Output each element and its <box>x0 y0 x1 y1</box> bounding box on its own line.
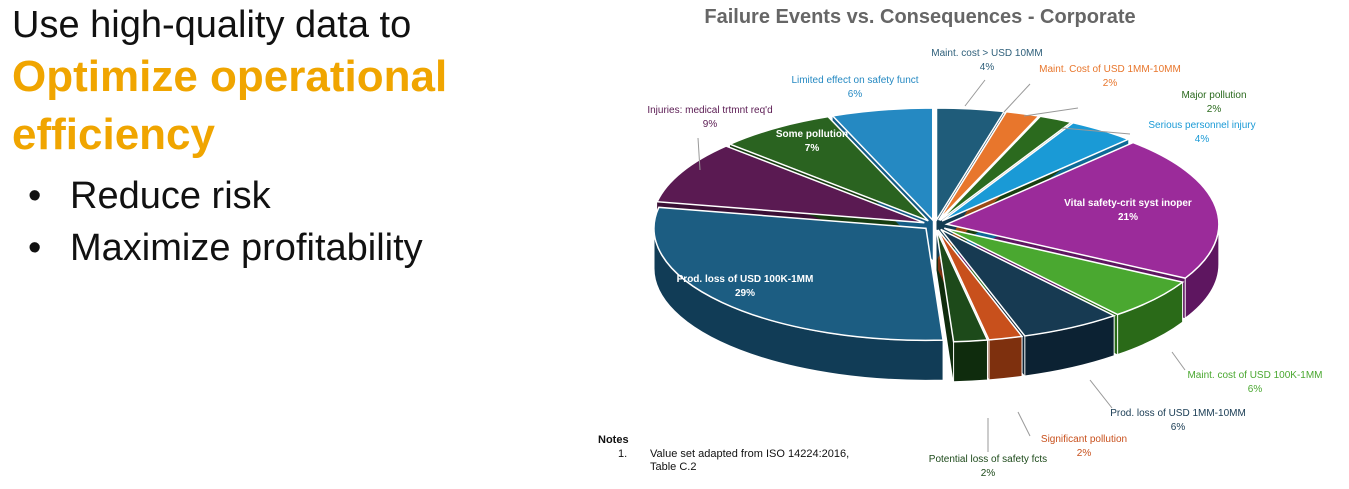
pie-slice-label: Maint. cost of USD 100K-1MM <box>1187 370 1322 381</box>
notes-item-text: Value set adapted from ISO 14224:2016, T… <box>650 448 850 473</box>
pie-slice-value: 6% <box>848 89 863 100</box>
notes-item: 1. Value set adapted from ISO 14224:2016… <box>598 448 870 474</box>
notes-item-number: 1. <box>618 448 628 460</box>
bullet-item: Maximize profitability <box>22 222 447 274</box>
pie-slice-value: 4% <box>980 62 995 73</box>
pie-leader-line <box>1017 411 1031 437</box>
pie-leader-line <box>697 137 701 171</box>
pie-leader-line <box>1171 351 1186 371</box>
pie-slice-label: Prod. loss of USD 100K-1MM <box>677 274 814 285</box>
pie-slice-label: Some pollution <box>776 129 848 140</box>
chart-title: Failure Events vs. Consequences - Corpor… <box>704 6 1136 28</box>
pie-slice-value: 2% <box>1077 448 1092 459</box>
pie-slice-value: 2% <box>1103 78 1118 89</box>
pie-slice <box>655 145 925 224</box>
pie-slice-value: 6% <box>1248 384 1263 395</box>
pie-leader-line <box>1023 107 1079 117</box>
pie-slice-label: Maint. Cost of USD 1MM-10MM <box>1039 64 1181 75</box>
pie-slice-value: 2% <box>1207 104 1222 115</box>
bullet-list: Reduce risk Maximize profitability <box>22 170 447 274</box>
pie-slice-side <box>953 339 988 383</box>
slide-text: Use high-quality data to Optimize operat… <box>12 0 447 274</box>
pie-slice <box>939 115 1073 222</box>
pie-slice-label: Limited effect on safety funct <box>791 75 918 86</box>
pie-slice <box>943 227 1185 316</box>
bullet-item: Reduce risk <box>22 170 447 222</box>
pie-leader-line <box>1089 379 1113 409</box>
pie-slice-label: Prod. loss of USD 1MM-10MM <box>1110 408 1246 419</box>
pie-slice-value: 9% <box>703 119 718 130</box>
pie-slice-value: 21% <box>1118 212 1138 223</box>
slide-heading: Use high-quality data to <box>12 4 412 46</box>
slide-heading-accent-line1: Optimize operational <box>12 52 448 101</box>
pie-slice-value: 6% <box>1171 422 1186 433</box>
pie-tops <box>653 107 1220 343</box>
pie-slice <box>940 228 1117 337</box>
pie-leader-line <box>1003 83 1031 113</box>
pie-labels: Maint. cost > USD 10MM 4% Maint. Cost of U… <box>647 48 1322 479</box>
pie-slice-value: 29% <box>735 288 755 299</box>
pie-leader-line <box>964 79 986 107</box>
pie-leader-line <box>1061 127 1131 135</box>
pie-slice <box>944 141 1220 279</box>
pie-slice-label: Major pollution <box>1181 90 1246 101</box>
pie-slice-label: Maint. cost > USD 10MM <box>931 48 1042 59</box>
pie-slice-value: 4% <box>1195 134 1210 145</box>
notes-title: Notes <box>598 434 629 446</box>
pie-slice-side <box>988 335 1023 381</box>
pie-slice-value: 2% <box>981 468 996 479</box>
pie-slice-label: Serious personnel injury <box>1148 120 1255 131</box>
pie-slice <box>653 206 944 342</box>
pie-slice <box>938 110 1041 221</box>
pie-slice <box>941 121 1131 222</box>
notes: Notes 1. Value set adapted from ISO 1422… <box>598 434 870 474</box>
pie-slice-label: Vital safety-crit syst inoper <box>1064 198 1192 209</box>
pie-slice-value: 7% <box>805 143 820 154</box>
pie-slice-label: Injuries: medical trtmnt req'd <box>647 105 772 116</box>
slide-heading-accent-line2: efficiency <box>12 110 215 159</box>
pie-slice <box>728 115 929 222</box>
pie-slice <box>935 229 989 343</box>
pie-slice <box>831 107 934 222</box>
pie-slice-label: Significant pollution <box>1041 434 1127 445</box>
pie-slice <box>937 229 1024 341</box>
pie-slice-label: Potential loss of safety fcts <box>929 454 1047 465</box>
